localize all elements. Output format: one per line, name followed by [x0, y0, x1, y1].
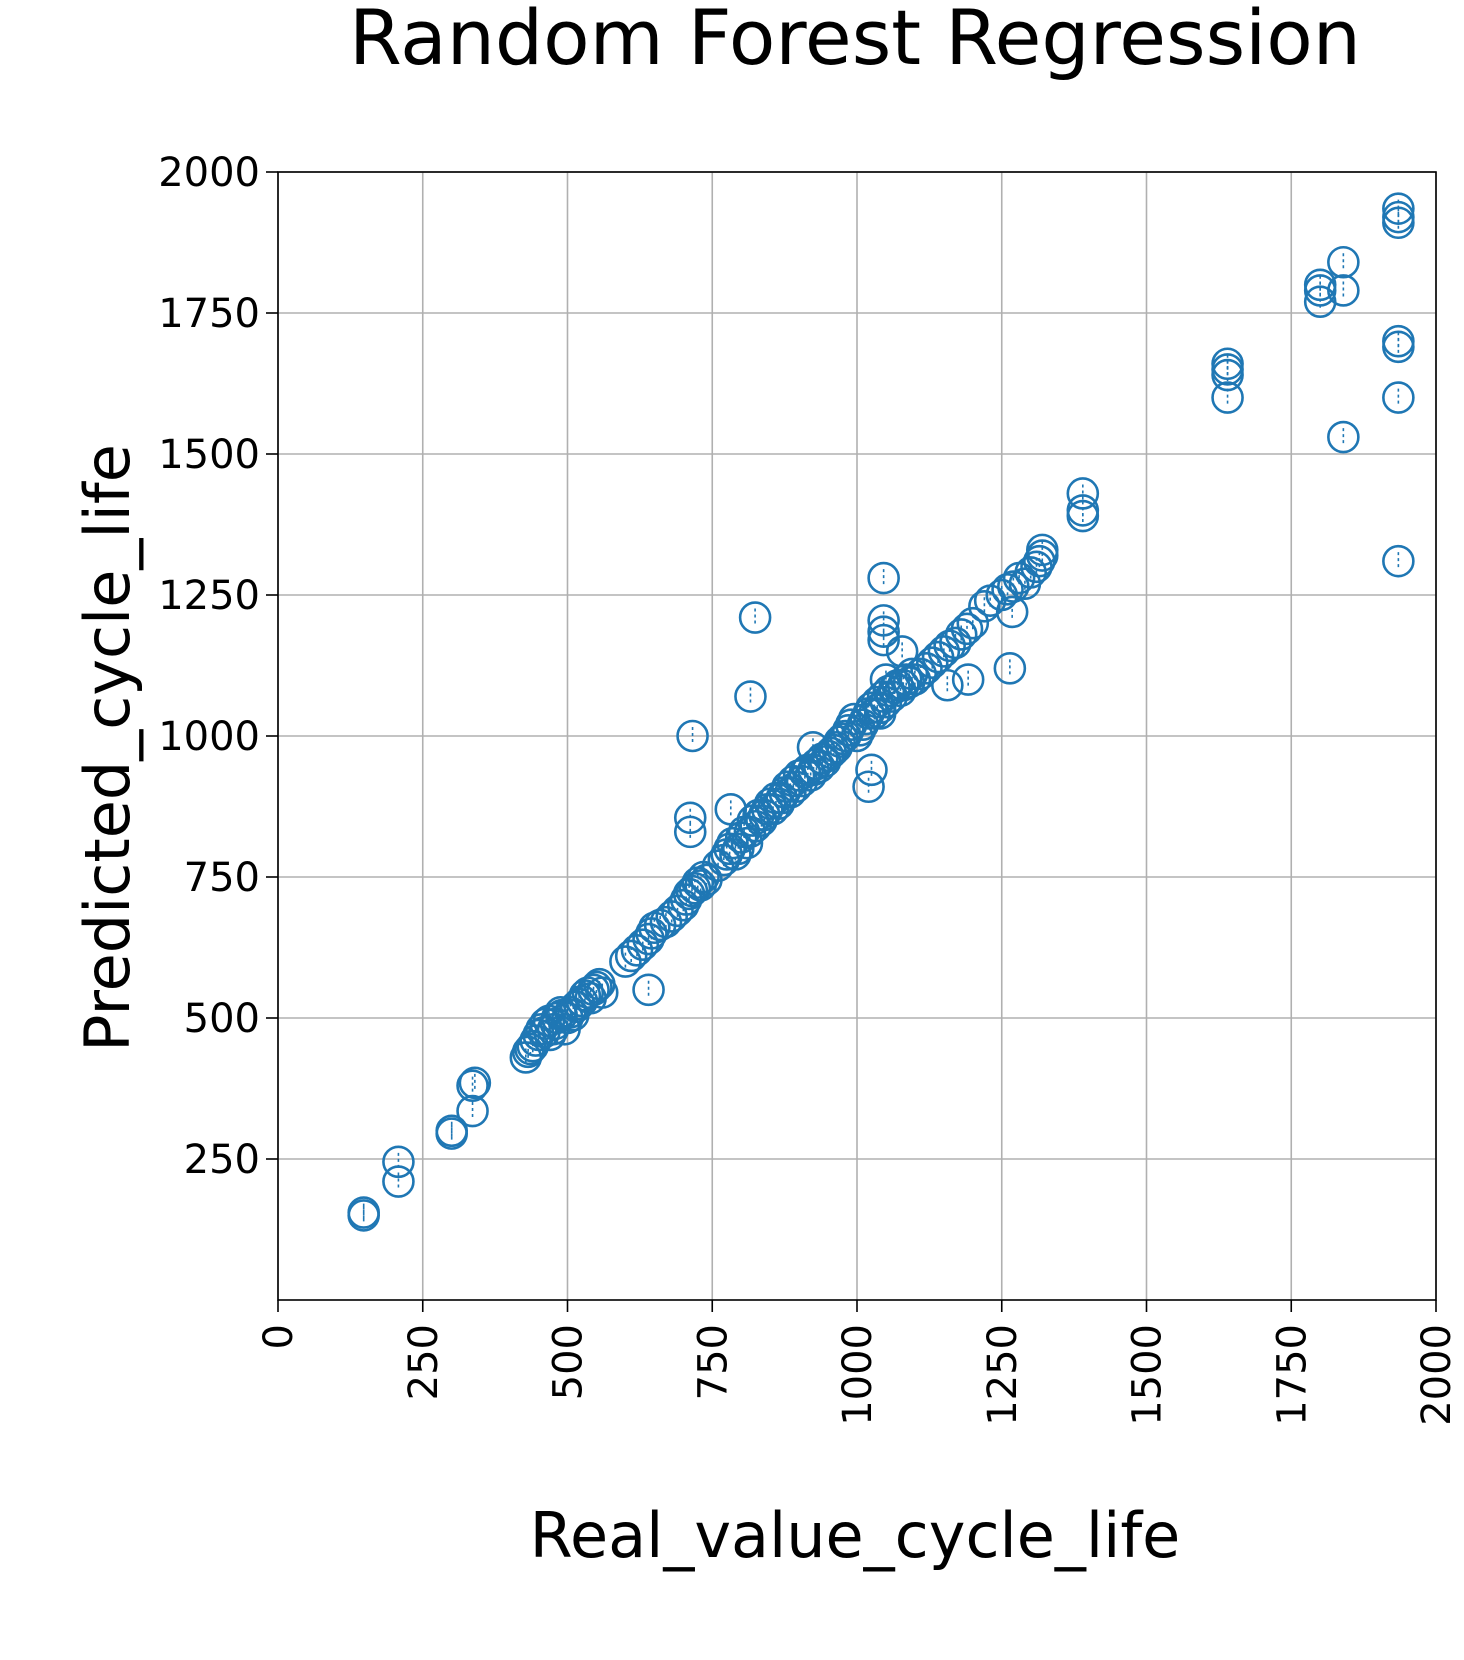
data-point	[1303, 268, 1337, 302]
data-point	[1211, 381, 1244, 414]
data-point	[867, 604, 900, 637]
data-point	[1327, 245, 1360, 279]
data-point	[863, 697, 897, 730]
data-point	[1025, 533, 1059, 567]
data-point	[738, 601, 772, 634]
data-point	[1327, 420, 1360, 454]
x-tick-label: 1000	[835, 1324, 881, 1426]
data-point	[993, 652, 1027, 685]
data-point	[456, 1069, 489, 1102]
data-points	[347, 192, 1415, 1232]
y-tick-label: 750	[184, 855, 260, 901]
axis-ticks: 0 250 500 750 1000 1250 1500 1750 2000 250 500 750 1…	[158, 150, 1460, 1426]
data-point	[435, 1114, 469, 1148]
x-tick-label: 1750	[1269, 1324, 1315, 1426]
data-point	[673, 801, 707, 835]
data-point	[885, 635, 919, 668]
y-tick-label: 500	[184, 996, 260, 1042]
x-tick-label: 2000	[1414, 1324, 1460, 1426]
data-point	[1382, 192, 1415, 225]
x-tick-label: 250	[401, 1324, 447, 1400]
data-point	[995, 595, 1029, 629]
data-point	[714, 793, 748, 826]
data-point	[869, 663, 903, 696]
data-point	[1023, 544, 1056, 578]
x-tick-label: 500	[546, 1324, 592, 1400]
y-tick-label: 250	[184, 1137, 260, 1183]
data-point	[1382, 381, 1415, 414]
data-point	[1382, 324, 1415, 358]
data-point	[585, 976, 619, 1009]
data-point	[382, 1145, 415, 1179]
data-point	[1211, 347, 1244, 381]
data-point	[456, 1094, 489, 1128]
y-tick-label: 2000	[158, 150, 260, 196]
data-point	[852, 770, 885, 804]
data-point	[855, 753, 888, 787]
y-tick-label: 1750	[158, 291, 260, 337]
chart-title: Random Forest Regression	[349, 0, 1361, 82]
data-point	[632, 973, 665, 1007]
data-point	[950, 612, 984, 646]
y-tick-label: 1500	[158, 432, 260, 478]
x-tick-label: 0	[256, 1324, 302, 1349]
data-point	[1382, 544, 1415, 578]
y-tick-label: 1000	[158, 714, 260, 760]
data-point	[734, 680, 767, 713]
data-point	[347, 1196, 380, 1229]
x-tick-label: 1500	[1125, 1324, 1171, 1426]
data-point	[931, 668, 964, 702]
data-point	[580, 970, 613, 1004]
data-point	[796, 730, 830, 764]
y-tick-label: 1250	[158, 573, 260, 619]
data-point	[867, 561, 900, 595]
data-point	[676, 719, 709, 753]
x-tick-label: 750	[690, 1324, 736, 1400]
data-point	[951, 663, 985, 696]
data-point	[1327, 274, 1360, 307]
x-axis-label: Real_value_cycle_life	[529, 1499, 1181, 1572]
x-tick-label: 1250	[980, 1324, 1026, 1426]
data-point	[1066, 494, 1100, 527]
data-point	[1066, 477, 1100, 510]
y-axis-label: Predicted_cycle_life	[71, 444, 144, 1052]
data-point	[458, 1066, 492, 1100]
